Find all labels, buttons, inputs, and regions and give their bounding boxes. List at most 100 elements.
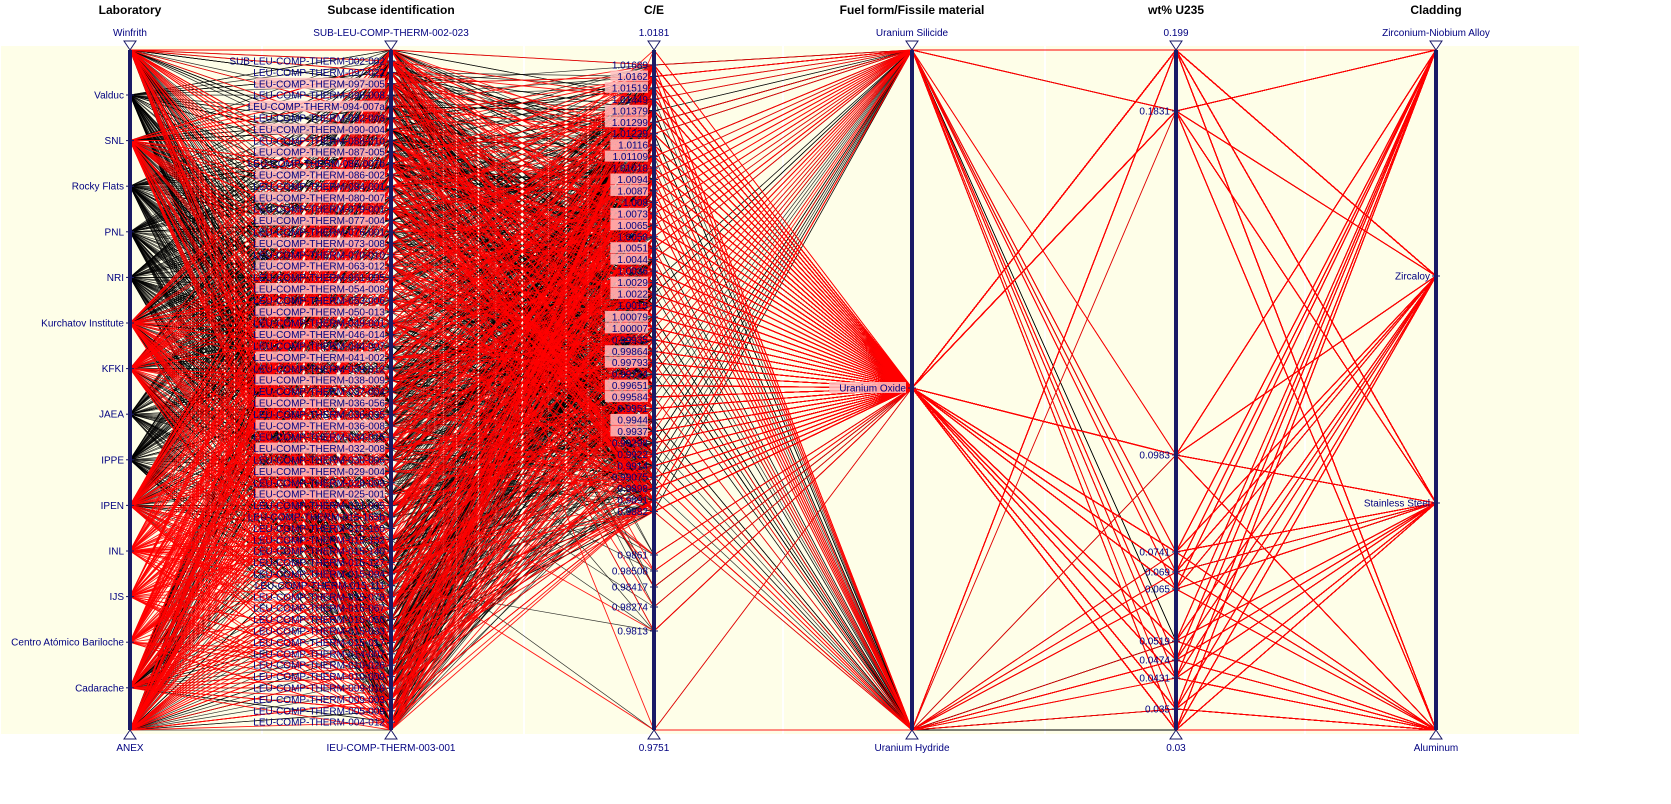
axis-top-filter-handle[interactable] (384, 40, 398, 51)
axis-title: wt% U235 (1147, 3, 1204, 17)
tick-label: 0.99724 (612, 370, 649, 381)
tick-label: LEU-COMP-THERM-015-165b (248, 513, 386, 524)
axis-title: C/E (644, 3, 664, 17)
axis-top-filter-handle[interactable] (123, 40, 137, 51)
axis-bottom-label: 0.9751 (639, 743, 670, 754)
tick-label-highlight (255, 397, 385, 408)
tick-label: 0.065 (1145, 585, 1170, 596)
tick-label: 0.035 (1145, 705, 1170, 716)
tick-label-highlight (255, 77, 385, 89)
tick-label-highlight (604, 116, 648, 128)
tick-label: LEU-COMP-THERM-015-152 (253, 535, 385, 546)
tick-label: 0.99584 (612, 393, 649, 404)
axis-bottom-label: ANEX (116, 743, 144, 754)
axis-top-filter-handle[interactable] (647, 40, 661, 51)
tick-label-highlight (604, 379, 648, 391)
tick-label: LEU-COMP-THERM-044-007 (253, 342, 385, 353)
tick-label: LEU-COMP-THERM-036-008 (253, 421, 385, 432)
tick-label: LEU-COMP-THERM-096-008 (253, 91, 385, 102)
axis-title: Subcase identification (327, 3, 454, 17)
axis-top-label: Winfrith (113, 28, 147, 39)
tick-label: JAEA (99, 410, 124, 421)
tick-label: 0.98417 (612, 583, 649, 594)
tick-label: 0.9898 (617, 484, 648, 495)
tick-label-highlight (255, 465, 385, 477)
tick-label-highlight (255, 305, 385, 317)
axis-title: Laboratory (99, 3, 162, 17)
axis-top-label: Uranium Silicide (876, 28, 949, 39)
axis-3[interactable]: Fuel form/Fissile material Uranium Silici… (829, 3, 984, 754)
tick-label: LEU-COMP-THERM-025-001 (253, 490, 385, 501)
axis-0[interactable]: Laboratory Winfrith ANEX Valduc SNL Rocky Fla… (11, 3, 162, 754)
axis-4[interactable]: wt% U235 0.199 0.03 0.1831 0.0983 0.0741 0.069… (1139, 3, 1204, 754)
tick-label: LEU-COMP-THERM-077-004 (253, 216, 385, 227)
tick-label: LEU-COMP-THERM-004-012 (253, 718, 385, 729)
tick-label-highlight (255, 328, 385, 340)
tick-label: 0.9882 (617, 507, 648, 518)
tick-label: LEU-COMP-THERM-041-002 (253, 353, 385, 364)
tick-label-highlight (610, 288, 648, 299)
tick-label-highlight (610, 139, 648, 151)
selected-record-line (129, 49, 1437, 731)
tick-label: LEU-COMP-THERM-021-005 (253, 501, 385, 512)
tick-label: 0.98508 (612, 567, 649, 578)
tick-label: LEU-COMP-THERM-061-005 (253, 273, 385, 284)
tick-label-highlight (255, 419, 385, 431)
tick-label-highlight (255, 488, 385, 500)
tick-label: LEU-COMP-THERM-088-010 (253, 136, 385, 147)
tick-label-highlight (255, 374, 385, 386)
tick-label-highlight (604, 345, 648, 357)
tick-label: LEU-COMP-THERM-079-001 (253, 205, 385, 216)
tick-label-highlight (255, 351, 385, 363)
tick-label: LEU-COMP-THERM-015-067 (253, 604, 385, 615)
axis-top-filter-handle[interactable] (1429, 40, 1443, 51)
tick-label-highlight (255, 237, 385, 249)
tick-label: 0.0474 (1139, 656, 1170, 667)
axis-bottom-filter-handle[interactable] (123, 729, 137, 740)
selected-record-line (129, 87, 1437, 731)
tick-label: 1.0015 (617, 301, 648, 312)
tick-label-highlight (829, 382, 906, 393)
axis-1[interactable]: Subcase identification SUB-LEU-COMP-THERM… (229, 3, 469, 754)
selected-record-line (129, 49, 1437, 667)
tick-label-highlight (255, 283, 385, 294)
tick-label: LEU-COMP-THERM-092-003 (253, 114, 385, 125)
tick-label: 0.0741 (1139, 548, 1170, 559)
tick-label: Kurchatov Institute (41, 319, 124, 330)
tick-label: 1.00079 (612, 312, 649, 323)
tick-label: 1.0029 (617, 278, 648, 289)
tick-label-highlight (255, 146, 385, 158)
axis-bottom-filter-handle[interactable] (1169, 729, 1183, 740)
axis-bottom-filter-handle[interactable] (1429, 729, 1443, 740)
tick-label: LEU-COMP-THERM-015-050 (253, 615, 385, 626)
tick-label: LEU-COMP-THERM-080-007 (253, 193, 385, 204)
tick-label: 0.9922 (617, 450, 648, 461)
tick-label: 0.9944 (617, 415, 648, 426)
tick-label: Valduc (94, 91, 124, 102)
tick-label-highlight (610, 219, 648, 231)
tick-label: LEU-COMP-THERM-049-001 (253, 319, 385, 330)
tick-label: LEU-COMP-THERM-015-160 (253, 524, 385, 535)
tick-label: LEU-COMP-THERM-010-009 (253, 672, 385, 683)
axis-2[interactable]: C/E 1.0181 0.9751 1.016891.01621.015191.014… (604, 3, 670, 754)
tick-label: IPEN (101, 501, 124, 512)
tick-label: Zircaloy (1395, 272, 1430, 283)
axis-bottom-label: IEU-COMP-THERM-003-001 (327, 743, 456, 754)
axis-top-label: 0.199 (1163, 28, 1188, 39)
axis-5[interactable]: Cladding Zirconium-Niobium Alloy Aluminum Z… (1364, 3, 1490, 754)
axis-bottom-label: 0.03 (1166, 743, 1186, 754)
tick-label: LEU-COMP-THERM-015-094 (253, 570, 385, 581)
tick-label: LEU-COMP-THERM-039-012 (253, 364, 385, 375)
tick-label: Centro Atómico Bariloche (11, 638, 124, 649)
axis-top-filter-handle[interactable] (905, 40, 919, 51)
axis-bottom-filter-handle[interactable] (647, 729, 661, 740)
tick-label: 1.008 (623, 198, 648, 209)
tick-label-highlight (610, 173, 648, 185)
axis-top-filter-handle[interactable] (1169, 40, 1183, 51)
axis-bottom-filter-handle[interactable] (905, 729, 919, 740)
axis-bottom-filter-handle[interactable] (384, 729, 398, 740)
tick-label: LEU-COMP-THERM-086-002 (253, 171, 385, 182)
axis-top-label: Zirconium-Niobium Alloy (1382, 28, 1490, 39)
axis-top-label: 1.0181 (639, 28, 670, 39)
